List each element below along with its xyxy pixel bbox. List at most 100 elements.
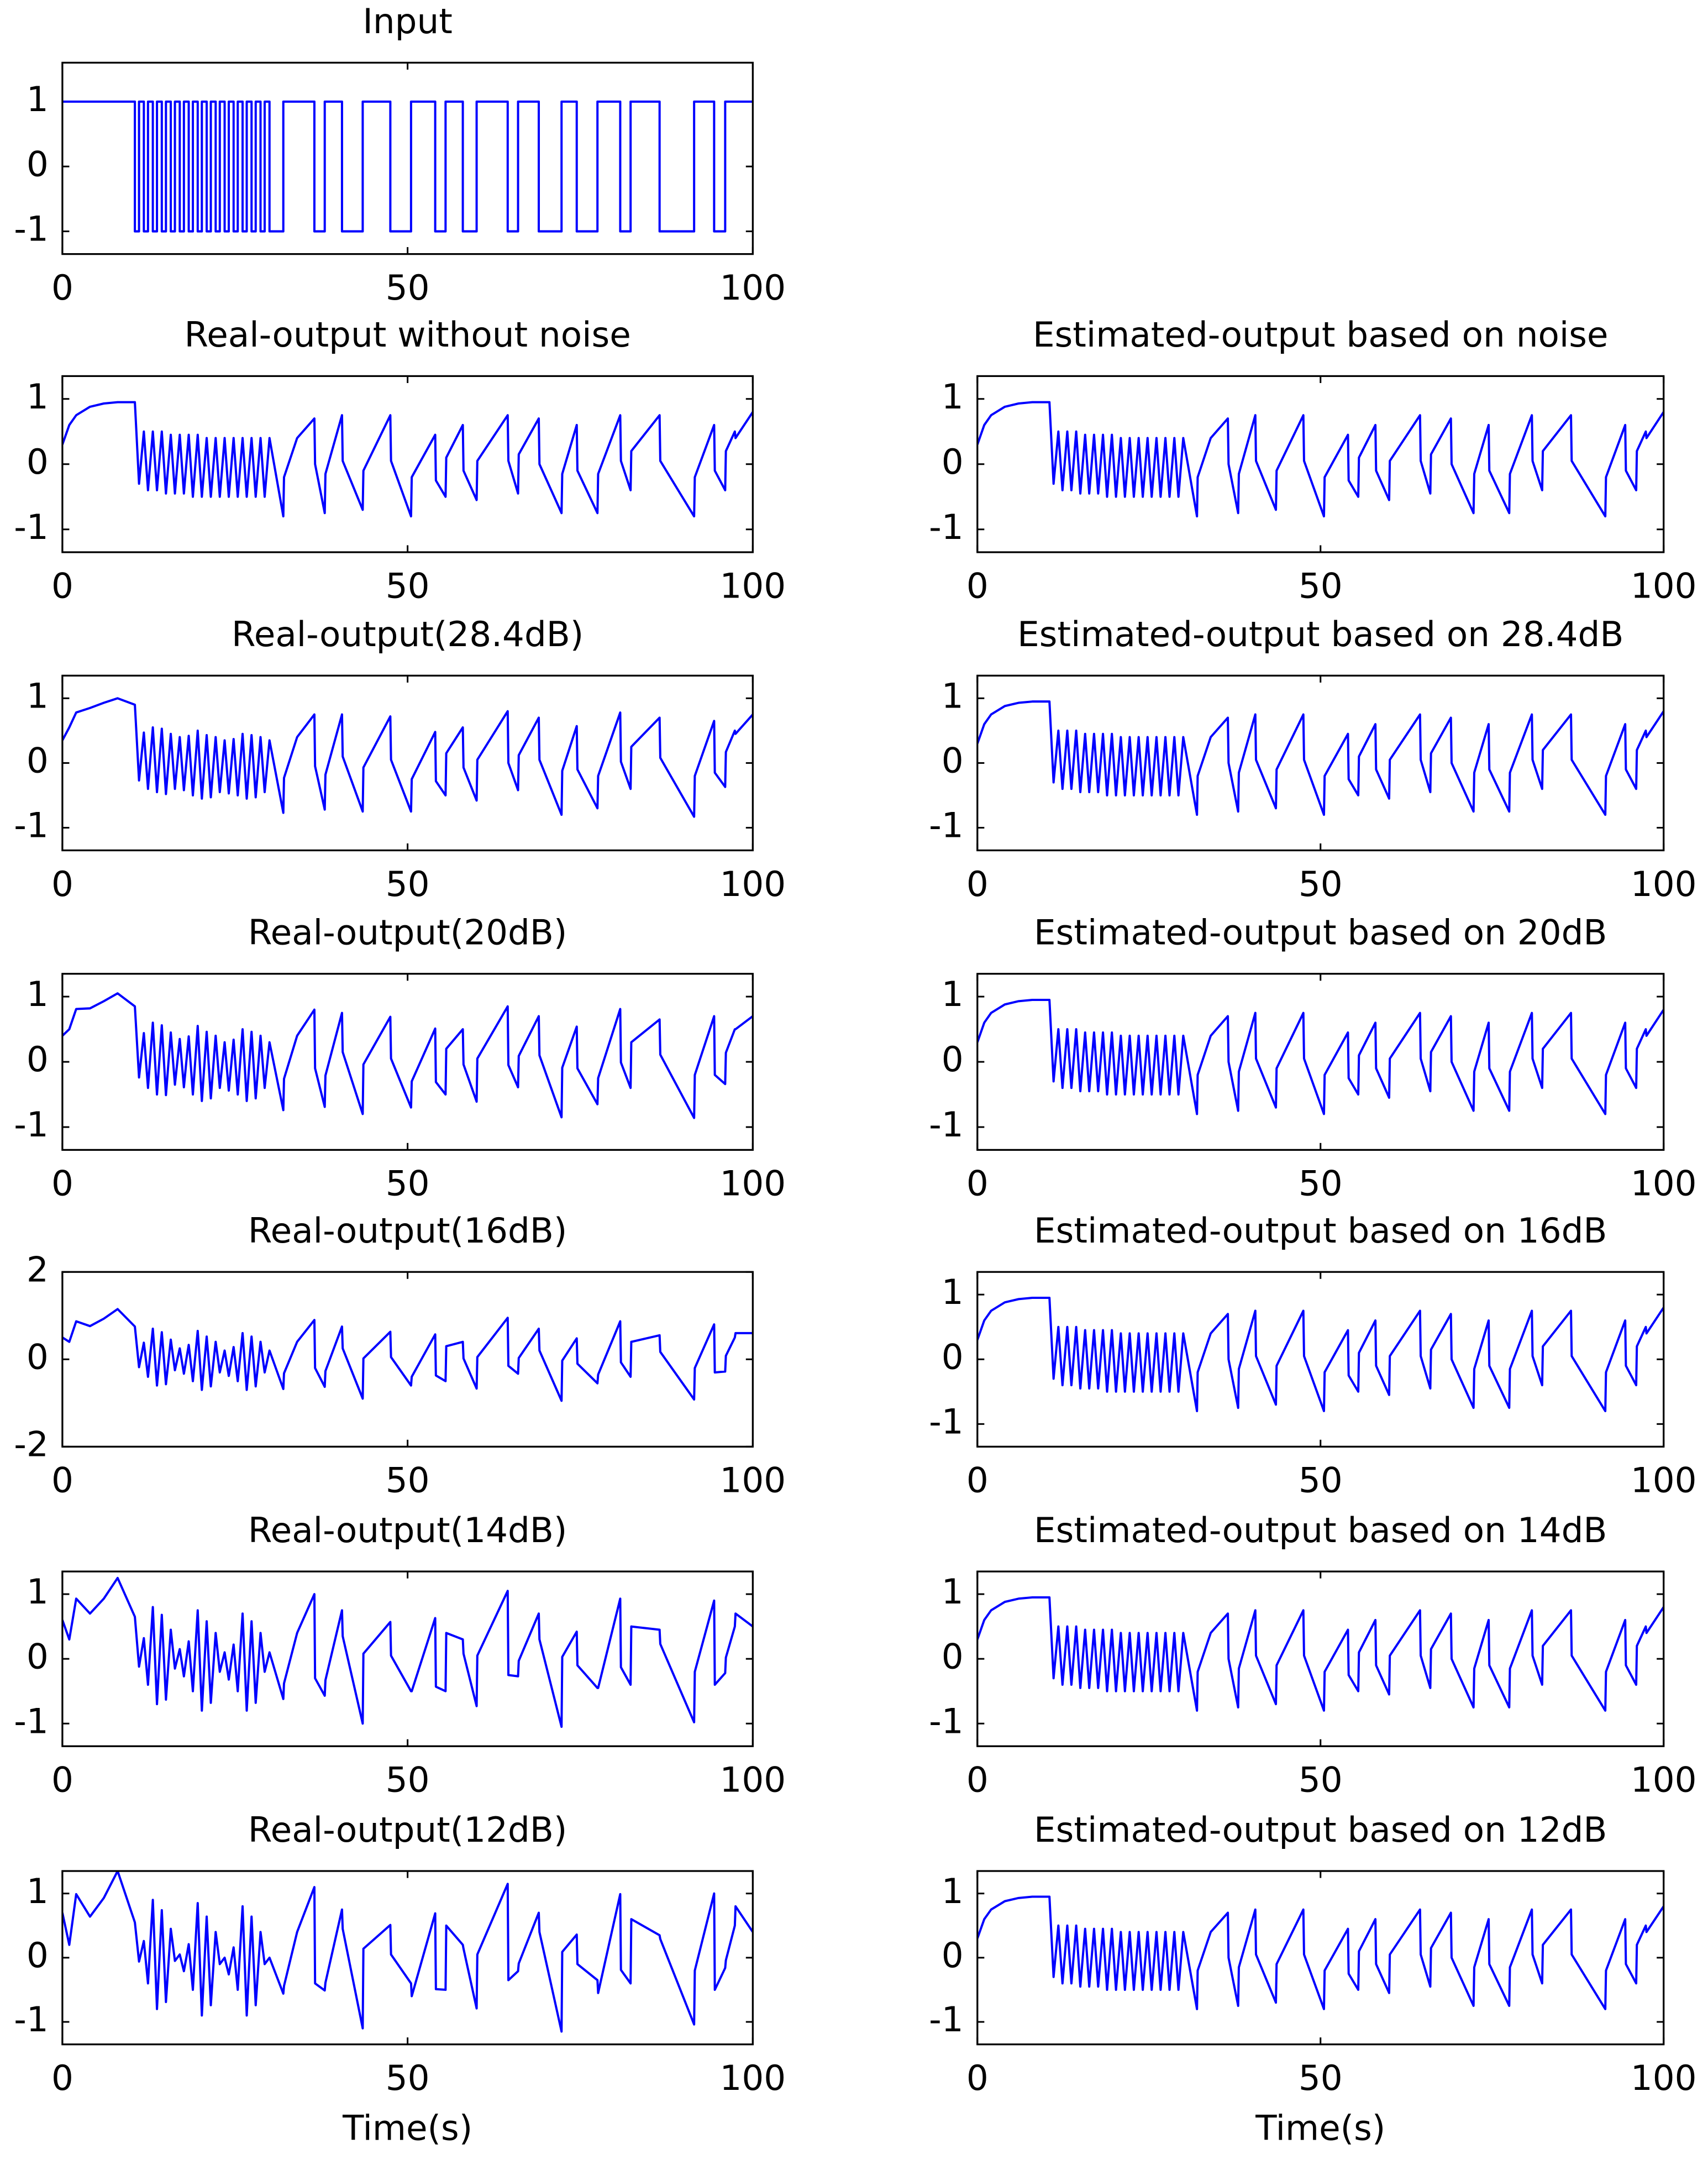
- axes-box: [976, 973, 1665, 1151]
- subplot: Estimated-output based on 28.4dB 0 50 100 -1…: [929, 614, 1696, 904]
- y-tick-label: 0: [942, 740, 964, 780]
- y-tick-label: 2: [27, 1249, 49, 1290]
- y-tick-label: 0: [27, 1935, 49, 1975]
- y-tick-label: 0: [942, 1039, 964, 1079]
- axes-box: [61, 1570, 754, 1747]
- axes-box: [61, 674, 754, 852]
- axes-box: [976, 1870, 1665, 2046]
- y-tick-label: -1: [14, 1999, 49, 2040]
- subplot-title: Real-output(20dB): [248, 913, 567, 953]
- y-tick-label: 0: [27, 740, 49, 780]
- axes-box: [61, 375, 754, 553]
- y-tick-label: -1: [929, 805, 964, 846]
- y-tick-label: 1: [27, 79, 49, 119]
- x-tick-label: 100: [719, 1164, 786, 1204]
- y-tick-label: -1: [929, 1104, 964, 1145]
- y-tick-label: 0: [27, 144, 49, 184]
- line-series: [62, 1308, 753, 1402]
- subplot-title: Real-output(12dB): [248, 1810, 567, 1850]
- axes-box: [61, 973, 754, 1151]
- x-tick-label: 100: [1631, 1460, 1697, 1501]
- y-tick-label: 1: [942, 1571, 964, 1612]
- y-tick-label: -1: [14, 1701, 49, 1741]
- subplot-title: Estimated-output based on 20dB: [1034, 913, 1607, 953]
- x-tick-label: 50: [1299, 1460, 1343, 1501]
- x-tick-label: 50: [386, 2058, 430, 2098]
- x-tick-label: 100: [1631, 1164, 1697, 1204]
- x-tick-label: 0: [966, 1164, 989, 1204]
- subplot-title: Real-output(16dB): [248, 1210, 567, 1251]
- y-tick-label: -1: [929, 1999, 964, 2040]
- subplot-title: Real-output without noise: [184, 315, 630, 355]
- y-tick-label: 0: [942, 1636, 964, 1676]
- y-tick-label: 1: [942, 1871, 964, 1911]
- y-tick-label: 1: [27, 376, 49, 417]
- y-tick-label: 1: [27, 1871, 49, 1911]
- x-tick-label: 50: [1299, 565, 1343, 606]
- line-series: [62, 697, 753, 818]
- y-tick-label: -2: [14, 1424, 49, 1464]
- subplot-title: Estimated-output based on 16dB: [1034, 1210, 1607, 1251]
- x-tick-label: 100: [1631, 864, 1697, 904]
- y-tick-label: 1: [942, 376, 964, 417]
- subplot-title: Real-output(28.4dB): [232, 614, 584, 654]
- line-series: [977, 401, 1664, 518]
- x-tick-label: 0: [51, 565, 73, 606]
- subplot-title: Estimated-output based on noise: [1033, 315, 1609, 355]
- y-tick-label: 0: [27, 1636, 49, 1676]
- y-tick-label: -1: [929, 1701, 964, 1741]
- x-tick-label: 0: [51, 1460, 73, 1501]
- y-tick-label: 1: [942, 974, 964, 1014]
- x-tick-label: 0: [966, 1760, 989, 1800]
- axes-box: [61, 1870, 754, 2046]
- x-tick-label: 50: [1299, 2058, 1343, 2098]
- y-tick-label: -1: [14, 209, 49, 249]
- line-series: [977, 1297, 1664, 1412]
- x-tick-label: 0: [51, 2058, 73, 2098]
- x-tick-label: 0: [966, 565, 989, 606]
- subplot: Real-output(16dB)0 50 100-202: [14, 1210, 786, 1501]
- x-tick-label: 100: [719, 268, 786, 308]
- subplot-title: Estimated-output based on 28.4dB: [1017, 614, 1623, 654]
- x-tick-label: 50: [1299, 1760, 1343, 1800]
- x-tick-label: 50: [386, 864, 430, 904]
- x-tick-label: 0: [51, 268, 73, 308]
- subplot-title: Input: [362, 1, 452, 41]
- axes-box: [976, 1271, 1665, 1448]
- line-series: [977, 998, 1664, 1115]
- y-tick-label: 0: [942, 1337, 964, 1377]
- x-tick-label: 100: [719, 1760, 786, 1800]
- x-tick-label: 50: [386, 1460, 430, 1501]
- x-tick-label: 0: [51, 864, 73, 904]
- x-axis-label: Time(s): [342, 2108, 472, 2148]
- subplot: Real-output(20dB)0 50 100-101: [14, 913, 786, 1204]
- axes-box: [976, 674, 1665, 852]
- y-tick-label: 1: [942, 675, 964, 716]
- x-axis-label: Time(s): [1255, 2108, 1385, 2148]
- step-series: [62, 100, 753, 233]
- line-series: [977, 700, 1664, 816]
- line-series: [977, 1596, 1664, 1712]
- x-tick-label: 100: [719, 2058, 786, 2098]
- y-tick-label: 1: [27, 974, 49, 1014]
- line-series: [977, 1895, 1664, 2010]
- y-tick-label: 0: [27, 442, 49, 482]
- x-tick-label: 100: [1631, 2058, 1697, 2098]
- subplot: Real-output(28.4dB)0 50 100-101: [14, 614, 786, 904]
- y-tick-label: -1: [929, 507, 964, 547]
- line-series: [62, 1871, 753, 2033]
- y-tick-label: -1: [14, 507, 49, 547]
- x-tick-label: 50: [386, 268, 430, 308]
- subplot: Real-output(14dB)0 50 100-101: [14, 1510, 786, 1800]
- line-series: [62, 992, 753, 1119]
- subplot-title: Estimated-output based on 12dB: [1034, 1810, 1607, 1850]
- x-tick-label: 0: [966, 864, 989, 904]
